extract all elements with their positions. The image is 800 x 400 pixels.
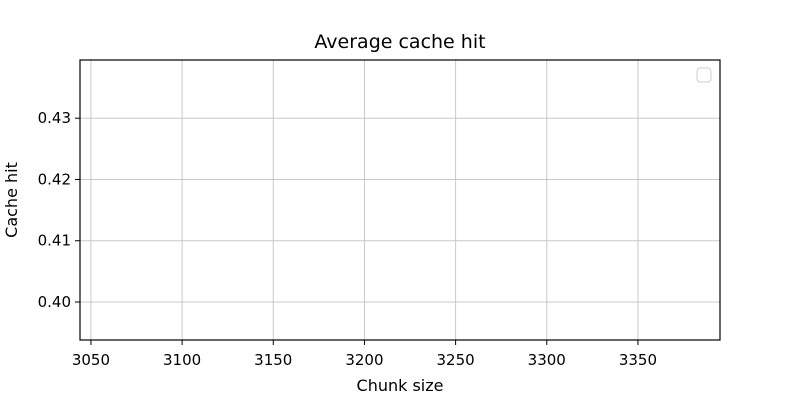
tick-layer: 3050 3100 3150 3200 3250 3300 3350 0.40 0.41 0.42…: [38, 109, 657, 369]
x-tick-label: 3200: [345, 351, 383, 369]
legend-box: [696, 67, 712, 83]
y-tick-label: 0.42: [38, 170, 71, 188]
x-axis-title: Chunk size: [357, 376, 444, 395]
plot-frame: [79, 59, 721, 341]
y-tick-label: 0.41: [38, 232, 71, 250]
y-tick-label: 0.43: [38, 109, 71, 127]
x-tick-label: 3100: [163, 351, 201, 369]
y-tick-label: 0.40: [38, 293, 71, 311]
x-tick-label: 3150: [254, 351, 292, 369]
x-tick-label: 3050: [72, 351, 110, 369]
grid-layer: [80, 60, 720, 340]
x-tick-label: 3250: [437, 351, 475, 369]
y-axis-title: Cache hit: [2, 162, 21, 238]
x-tick-label: 3350: [619, 351, 657, 369]
x-tick-label: 3300: [528, 351, 566, 369]
chart-title: Average cache hit: [314, 31, 485, 53]
